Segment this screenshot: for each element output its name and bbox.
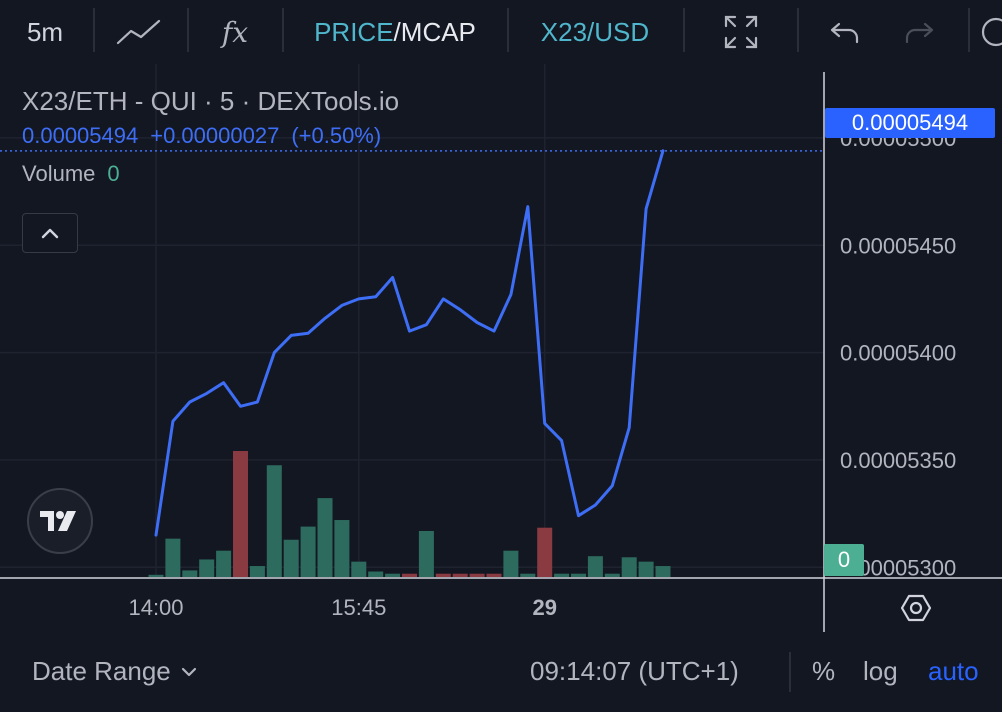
volume-bar [452,573,468,577]
grid [0,64,824,578]
tradingview-logo[interactable] [27,488,93,554]
volume-bar [621,557,637,577]
toolbar-divider [797,8,799,52]
volume-bar [216,550,232,577]
chart-settings-button[interactable] [896,588,936,628]
toolbar-divider [683,8,685,52]
volume-badge: 0 [824,544,864,576]
log-scale-button[interactable]: log [863,656,898,686]
volume-bar [182,570,198,577]
legend-values: 0.00005494 +0.00000027 (+0.50%) [22,123,399,149]
toolbar-divider [968,8,970,52]
volume-bar [537,527,553,577]
camera-icon [981,17,1002,47]
date-range-button[interactable]: Date Range [32,656,197,687]
indicators-button[interactable]: fx [210,0,260,64]
volume-value: 0 [107,161,120,186]
volume-bar [317,498,333,577]
axes: 0.000053000.000053500.000054000.00005450… [0,72,1002,632]
volume-bar [402,573,417,577]
snapshot-button[interactable] [976,0,1002,64]
chart-type-button[interactable] [112,0,168,64]
volume-bar [571,573,586,577]
price-option[interactable]: PRICE [314,16,394,47]
top-toolbar: 5m fx PRICE / MCAP X23/USD [0,0,1002,64]
volume-bar [266,465,282,577]
toolbar-divider [282,8,284,52]
y-tick-label: 0.00005400 [840,341,956,366]
volume-bar [604,573,620,577]
volume-bar [520,573,536,577]
toolbar-divider [93,8,95,52]
fullscreen-button[interactable] [716,0,766,64]
volume-bar [351,561,367,577]
y-tick-label: 0.00005350 [840,448,956,473]
legend-change-pct: (+0.50%) [291,123,382,148]
chart-legend: X23/ETH - QUI · 5 · DEXTools.io 0.000054… [22,86,399,187]
volume-bar [469,573,485,577]
volume-label: Volume [22,161,96,186]
date-range-label: Date Range [32,656,171,686]
volume-bar [655,566,671,577]
volume-bars [148,451,671,577]
legend-volume: Volume 0 [22,161,399,187]
volume-bar [385,573,401,577]
y-tick-label: 0.00005450 [840,233,956,258]
percent-scale-button[interactable]: % [812,656,836,686]
volume-bar [587,556,603,577]
legend-title: X23/ETH - QUI · 5 · DEXTools.io [22,86,400,116]
function-icon: fx [221,15,249,49]
volume-bar [503,550,519,577]
volume-bar [249,566,265,577]
auto-scale-button[interactable]: auto [928,656,979,686]
fullscreen-icon [724,15,758,49]
interval-label: 5m [26,16,64,47]
toolbar-divider [507,8,509,52]
toolbar-divider [187,8,189,52]
price-line [154,149,665,537]
tradingview-logo-icon [40,511,76,531]
volume-bar [233,451,248,577]
volume-bar [283,539,299,577]
volume-bar [199,559,215,577]
price-mcap-toggle[interactable]: PRICE / MCAP [300,0,490,64]
volume-bar [334,520,350,577]
line-chart-icon [116,19,161,45]
pair-label: X23/USD [540,16,650,47]
chevron-up-icon [41,228,59,239]
pair-currency-button[interactable]: X23/USD [528,0,662,64]
volume-bar [368,571,384,577]
toggle-slash: / [393,16,401,47]
x-tick-label: 15:45 [331,595,386,620]
undo-button[interactable] [822,0,868,64]
bottom-bar: Date Range 09:14:07 (UTC+1) % log auto [0,632,1002,712]
chart-pane[interactable]: 0.00005300 0.00005350 0.00005400 0.00005450… [0,64,1002,632]
volume-bar [148,574,164,577]
redo-button[interactable] [896,0,942,64]
volume-bar [486,573,502,577]
price-chart[interactable]: 0.000053000.000053500.000054000.00005450… [0,64,1002,632]
legend-change: +0.00000027 [150,123,280,148]
interval-button[interactable]: 5m [18,0,72,64]
volume-bar [435,573,451,577]
price-line-layer [0,149,824,537]
settings-hexagon-icon [900,594,932,622]
legend-last-value: 0.00005494 [22,123,139,148]
clock-timezone[interactable]: 09:14:07 (UTC+1) [530,656,739,686]
redo-icon [905,22,934,44]
last-price-badge: 0.00005494 [825,108,995,138]
chevron-down-icon [181,667,196,676]
volume-bar [418,530,434,577]
volume-bar [638,561,654,577]
volume-bar [300,526,316,577]
x-tick-label: 29 [532,595,556,620]
x-tick-label: 14:00 [128,595,183,620]
collapse-legend-button[interactable] [22,213,78,253]
volume-bar [165,538,181,577]
mcap-option[interactable]: MCAP [400,16,476,47]
volume-bar [554,573,570,577]
bottom-divider [789,652,791,692]
undo-icon [830,22,859,44]
